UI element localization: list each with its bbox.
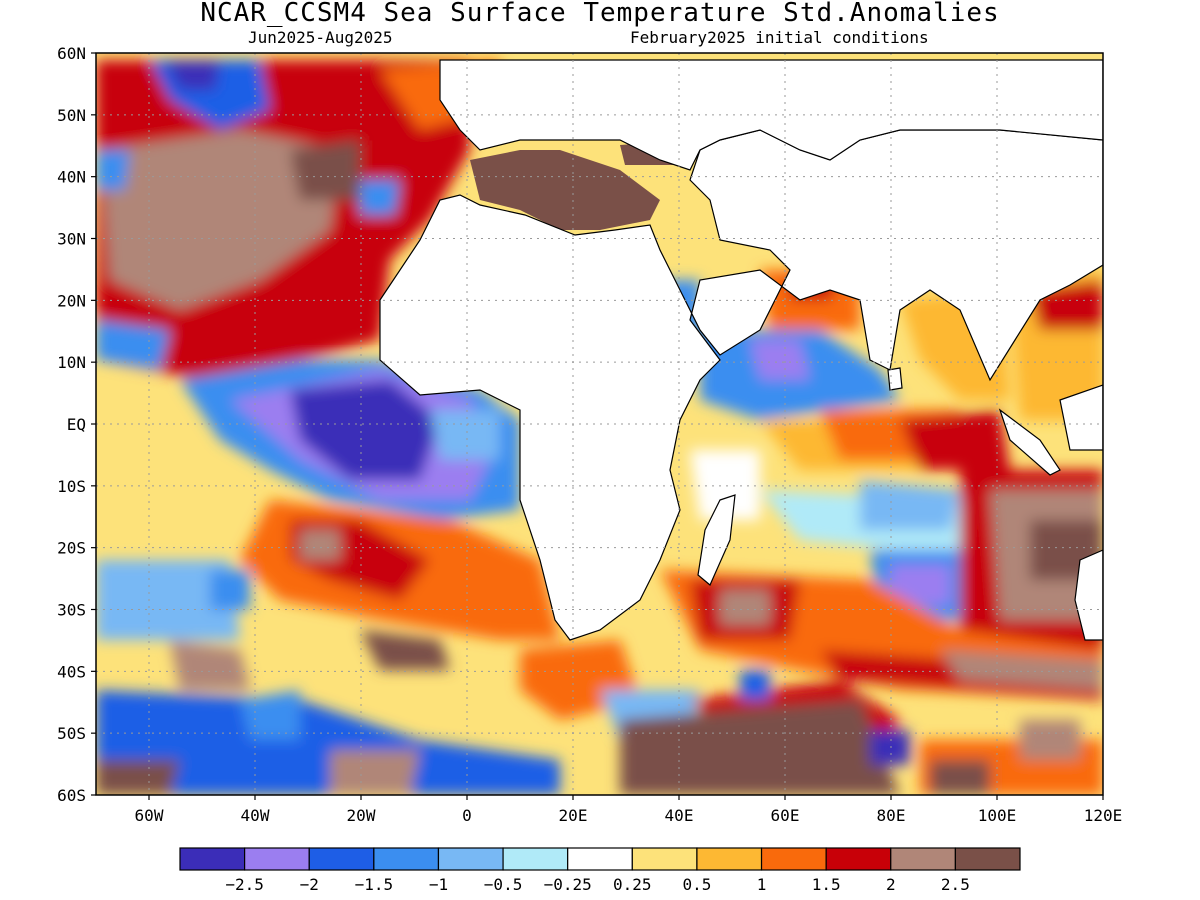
lat-tick-label: 30N — [57, 230, 86, 249]
sst-anomaly-field — [96, 53, 1103, 795]
sumatra — [998, 408, 1061, 476]
lon-tick-label: 40E — [665, 806, 694, 825]
borneo — [1059, 384, 1103, 451]
colorbar-swatch — [437, 847, 504, 871]
colorbar-label: 0.25 — [613, 875, 652, 894]
lat-tick-label: EQ — [67, 415, 86, 434]
colorbar-swatch — [179, 847, 246, 871]
madagascar — [697, 494, 736, 586]
colorbar-label: 2 — [886, 875, 896, 894]
forecast-period: Jun2025-Aug2025 — [248, 28, 393, 47]
lat-tick-label: 40S — [57, 662, 86, 681]
lon-tick-label: 60E — [771, 806, 800, 825]
lon-tick-label: 60W — [135, 806, 164, 825]
lon-tick-label: 120E — [1084, 806, 1123, 825]
colorbar-swatch — [696, 847, 763, 871]
colorbar — [179, 847, 1021, 871]
lat-tick-label: 60S — [57, 786, 86, 805]
lon-tick-label: 20E — [559, 806, 588, 825]
colorbar-label: 1.5 — [812, 875, 841, 894]
colorbar-label: −0.25 — [544, 875, 592, 894]
initial-conditions: February2025 initial conditions — [630, 28, 929, 47]
lon-tick-label: 40W — [241, 806, 270, 825]
colorbar-label: 0.5 — [682, 875, 711, 894]
europe-landmass — [439, 59, 1103, 171]
colorbar-labels: −2.5 −2 −1.5 −1 −0.5 −0.25 0.25 0.5 1 1.5 2 2.5 — [225, 875, 969, 894]
mediterranean-anomaly — [470, 150, 660, 230]
lon-tick-label: 80E — [877, 806, 906, 825]
colorbar-swatch — [308, 847, 375, 871]
land-masses — [379, 59, 1103, 641]
colorbar-swatch — [890, 847, 956, 871]
colorbar-label: −2 — [300, 875, 319, 894]
colorbar-swatch — [825, 847, 892, 871]
latitude-axis: 60N 50N 40N 30N 20N 10N EQ 10S 20S 30S 40S 50S 60S — [57, 44, 96, 805]
colorbar-swatch — [244, 847, 310, 871]
australia-edge — [1074, 549, 1103, 641]
lat-tick-label: 50S — [57, 724, 86, 743]
lat-tick-label: 10S — [57, 477, 86, 496]
colorbar-label: −0.5 — [484, 875, 523, 894]
colorbar-swatch — [760, 847, 827, 871]
colorbar-swatch — [502, 847, 569, 871]
lat-tick-label: 50N — [57, 106, 86, 125]
lon-tick-label: 20W — [347, 806, 376, 825]
lat-tick-label: 60N — [57, 44, 86, 63]
lon-tick-label: 100E — [978, 806, 1017, 825]
map-title: NCAR_CCSM4 Sea Surface Temperature Std.A… — [200, 0, 1000, 28]
colorbar-swatch — [954, 847, 1021, 871]
colorbar-swatch — [373, 847, 440, 871]
lon-tick-label: 0 — [462, 806, 472, 825]
colorbar-label: −1.5 — [355, 875, 394, 894]
colorbar-swatch — [567, 847, 633, 871]
lat-tick-label: 20N — [57, 291, 86, 310]
lat-tick-label: 40N — [57, 168, 86, 187]
lat-tick-label: 30S — [57, 601, 86, 620]
longitude-axis: 60W 40W 20W 0 20E 40E 60E 80E 100E 120E — [135, 795, 1123, 825]
colorbar-label: 1 — [757, 875, 767, 894]
lat-tick-label: 20S — [57, 539, 86, 558]
sri-lanka — [887, 367, 903, 391]
lat-tick-label: 10N — [57, 353, 86, 372]
colorbar-label: −2.5 — [225, 875, 264, 894]
colorbar-label: −1 — [429, 875, 448, 894]
africa-eurasia-landmass — [379, 129, 1103, 641]
colorbar-label: 2.5 — [941, 875, 970, 894]
colorbar-swatch — [631, 847, 698, 871]
